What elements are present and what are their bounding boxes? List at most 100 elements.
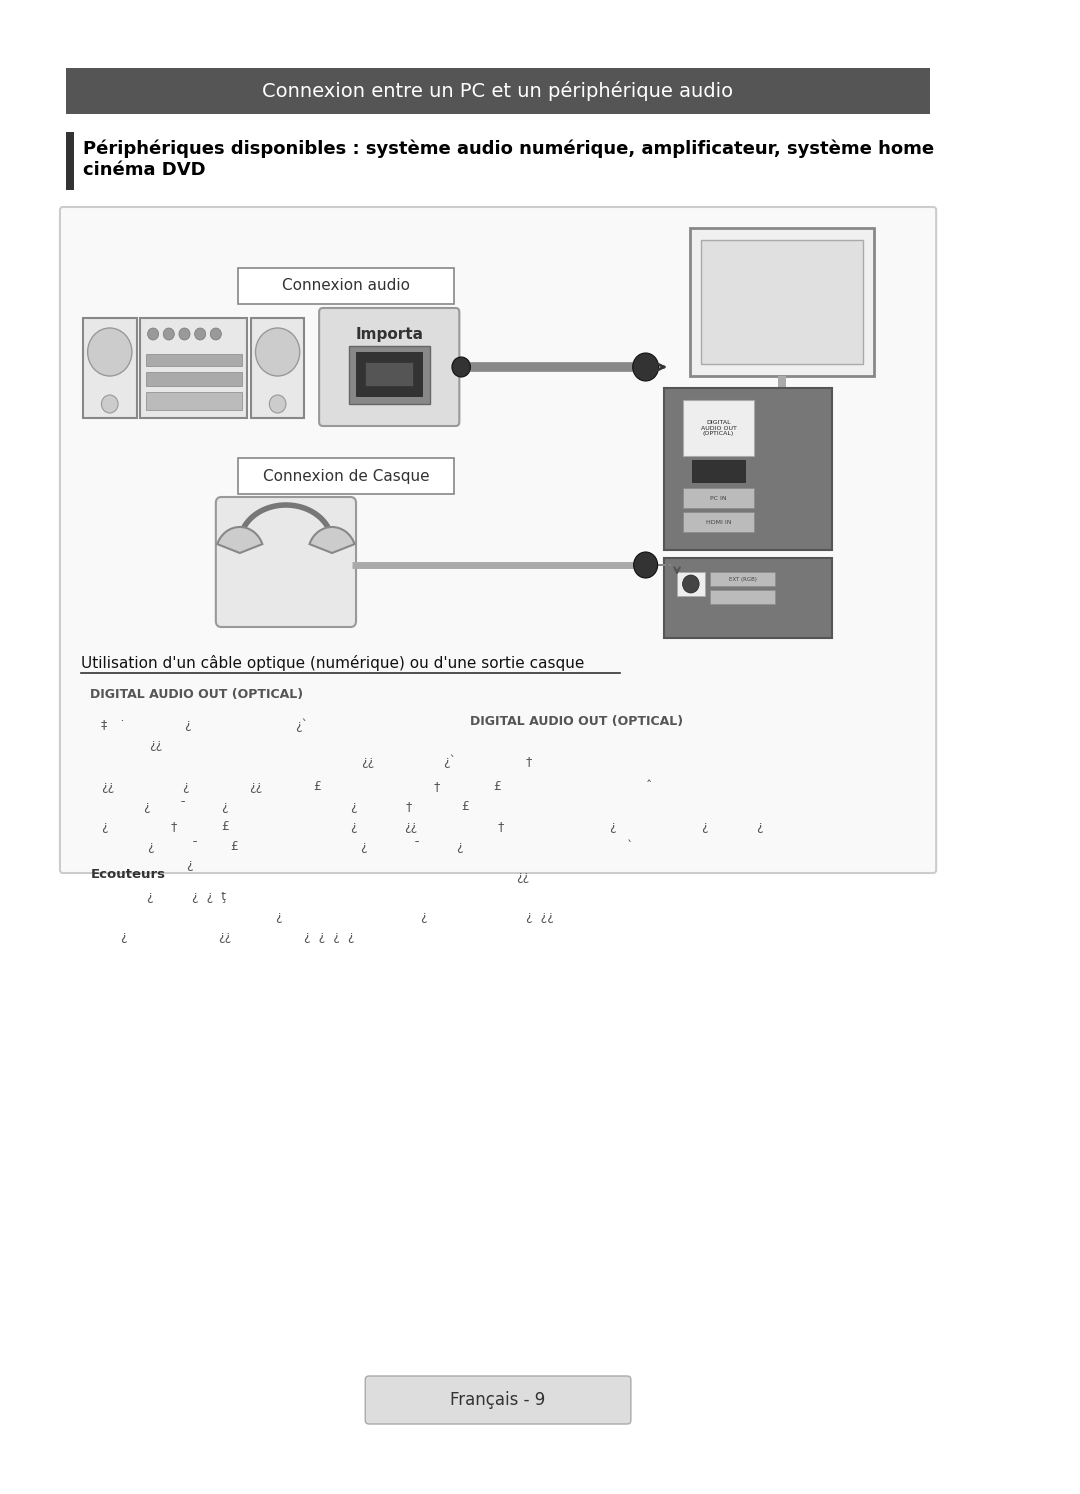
Text: ¿  ¿  ţ: ¿ ¿ ţ <box>192 890 226 902</box>
Bar <box>711 590 774 604</box>
Text: ¿: ¿ <box>187 858 193 871</box>
Text: ˉ: ˉ <box>414 840 419 853</box>
Text: Ecouteurs: Ecouteurs <box>91 868 165 881</box>
Text: †: † <box>406 799 413 813</box>
Bar <box>83 318 136 418</box>
Text: ¿`: ¿` <box>295 719 308 732</box>
Text: Connexion de Casque: Connexion de Casque <box>262 469 429 484</box>
Text: Utilisation d'un câble optique (numérique) ou d'une sortie casque: Utilisation d'un câble optique (numériqu… <box>81 654 584 671</box>
Text: †: † <box>171 820 177 834</box>
Text: ¿: ¿ <box>148 840 154 853</box>
Text: PC IN: PC IN <box>711 496 727 500</box>
Text: †: † <box>526 754 532 768</box>
FancyBboxPatch shape <box>319 308 459 426</box>
Text: £: £ <box>494 780 501 793</box>
Circle shape <box>102 394 118 412</box>
Bar <box>349 347 430 403</box>
Bar <box>683 400 755 456</box>
Bar <box>365 362 414 385</box>
FancyBboxPatch shape <box>365 1376 631 1424</box>
Text: £: £ <box>221 820 229 834</box>
Circle shape <box>148 329 159 341</box>
Text: Français - 9: Français - 9 <box>450 1391 545 1409</box>
Circle shape <box>633 353 659 381</box>
Circle shape <box>179 329 190 341</box>
Text: ¿¿: ¿¿ <box>249 780 262 793</box>
Text: ˉ: ˉ <box>180 799 186 813</box>
Text: ¿: ¿ <box>221 799 228 813</box>
Text: ¿¿: ¿¿ <box>404 820 417 834</box>
Text: †: † <box>498 820 504 834</box>
Text: ¿: ¿ <box>351 820 357 834</box>
Bar <box>664 557 832 638</box>
Text: £: £ <box>231 840 239 853</box>
Bar <box>238 459 454 495</box>
Text: ¿: ¿ <box>420 910 428 923</box>
Wedge shape <box>217 527 262 553</box>
Text: DIGITAL
AUDIO OUT
(OPTICAL): DIGITAL AUDIO OUT (OPTICAL) <box>701 420 737 436</box>
Text: Connexion entre un PC et un périphérique audio: Connexion entre un PC et un périphérique… <box>262 81 733 102</box>
Text: DIGITAL AUDIO OUT (OPTICAL): DIGITAL AUDIO OUT (OPTICAL) <box>471 716 684 728</box>
Text: ¿  ¿  ¿  ¿: ¿ ¿ ¿ ¿ <box>305 929 355 943</box>
Text: ¿: ¿ <box>183 780 189 793</box>
Bar <box>711 572 774 586</box>
Bar <box>779 376 786 397</box>
Bar <box>251 318 305 418</box>
Text: ¿¿: ¿¿ <box>102 780 114 793</box>
Bar <box>66 69 930 114</box>
Text: ˆ: ˆ <box>646 780 652 793</box>
Bar <box>66 131 73 190</box>
Bar <box>683 489 755 508</box>
Text: ¿: ¿ <box>143 799 150 813</box>
Text: ¿: ¿ <box>120 929 126 943</box>
Text: ¿: ¿ <box>185 719 191 731</box>
Text: ¿: ¿ <box>146 890 152 902</box>
Bar <box>356 353 422 396</box>
Text: ¿  ¿¿: ¿ ¿¿ <box>526 910 554 923</box>
Bar <box>664 388 832 550</box>
Text: HDMI IN: HDMI IN <box>705 520 731 524</box>
Text: ¿: ¿ <box>102 820 108 834</box>
Text: Importa: Importa <box>355 327 423 342</box>
Text: ¿¿: ¿¿ <box>516 870 530 883</box>
Text: ¿: ¿ <box>701 820 707 834</box>
Bar <box>677 572 704 596</box>
Wedge shape <box>310 527 354 553</box>
Bar <box>701 241 863 365</box>
Circle shape <box>256 329 300 376</box>
Text: ¿¿: ¿¿ <box>362 754 375 768</box>
Text: ¿: ¿ <box>457 840 463 853</box>
Text: ¿¿: ¿¿ <box>149 738 163 751</box>
Text: ˉ: ˉ <box>192 840 198 853</box>
Bar <box>692 460 745 483</box>
FancyBboxPatch shape <box>216 498 356 627</box>
Text: ¿¿: ¿¿ <box>218 929 231 943</box>
Text: DIGITAL AUDIO OUT (OPTICAL): DIGITAL AUDIO OUT (OPTICAL) <box>91 689 303 701</box>
Bar <box>146 372 242 385</box>
Circle shape <box>451 357 471 376</box>
Text: ¿: ¿ <box>274 910 282 923</box>
Bar <box>683 512 755 532</box>
Text: ‡   ˙: ‡ ˙ <box>102 719 126 731</box>
Circle shape <box>269 394 286 412</box>
Text: Connexion audio: Connexion audio <box>282 278 410 293</box>
Text: ¿: ¿ <box>609 820 616 834</box>
Bar <box>146 391 242 409</box>
Circle shape <box>211 329 221 341</box>
Bar <box>140 318 247 418</box>
Bar <box>690 229 875 376</box>
FancyBboxPatch shape <box>60 208 936 872</box>
Circle shape <box>194 329 205 341</box>
Bar <box>146 354 242 366</box>
Text: ¿: ¿ <box>360 840 366 853</box>
Text: ¿: ¿ <box>756 820 762 834</box>
Text: £: £ <box>313 780 322 793</box>
Circle shape <box>163 329 174 341</box>
Circle shape <box>634 551 658 578</box>
Text: `: ` <box>627 840 634 853</box>
Text: ¿: ¿ <box>351 799 357 813</box>
Text: ¿`: ¿` <box>443 754 456 768</box>
Bar <box>238 267 454 303</box>
Text: Périphériques disponibles : système audio numérique, amplificateur, système home: Périphériques disponibles : système audi… <box>83 140 934 179</box>
Text: £: £ <box>461 799 469 813</box>
